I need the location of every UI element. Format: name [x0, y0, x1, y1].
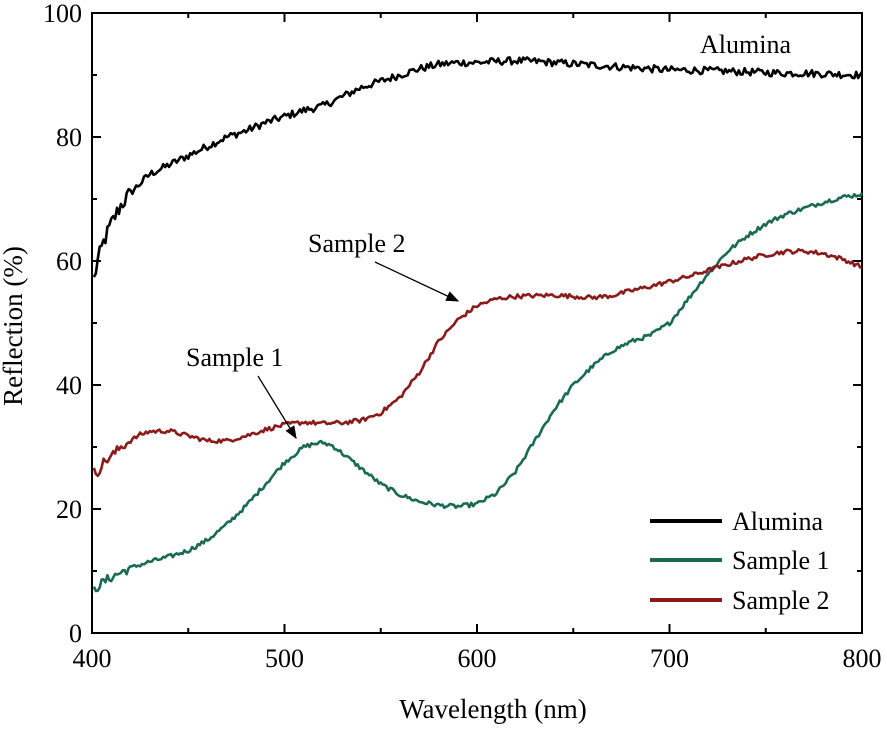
x-tick-label: 500: [265, 644, 304, 673]
annotation-alumina: Alumina: [700, 30, 791, 59]
x-axis-title: Wavelength (nm): [399, 694, 587, 724]
y-tick-label: 60: [56, 247, 82, 276]
x-tick-label: 600: [458, 644, 497, 673]
y-tick-label: 40: [56, 371, 82, 400]
annotation-sample-1: Sample 1: [186, 343, 284, 372]
y-axis-title: Reflection (%): [0, 246, 28, 406]
x-tick-label: 400: [73, 644, 112, 673]
y-tick-label: 100: [43, 0, 82, 28]
series-line-alumina: [92, 56, 864, 278]
y-tick-labels: 0 20 40 60 80 100: [43, 0, 82, 648]
legend: Alumina Sample 1 Sample 2: [650, 507, 830, 615]
series-group: [92, 56, 864, 593]
y-tick-label: 0: [69, 619, 82, 648]
x-tick-labels: 400 500 600 700 800: [73, 644, 882, 673]
legend-label-sample-1: Sample 1: [732, 546, 830, 575]
y-tick-label: 20: [56, 495, 82, 524]
series-line-sample-1: [92, 192, 864, 593]
legend-label-sample-2: Sample 2: [732, 586, 830, 615]
legend-label-alumina: Alumina: [732, 507, 823, 536]
y-tick-label: 80: [56, 123, 82, 152]
annotation-sample-2: Sample 2: [308, 229, 406, 258]
x-tick-label: 700: [650, 644, 689, 673]
arrow-sample-1: [257, 375, 297, 440]
x-tick-label: 800: [843, 644, 882, 673]
series-line-sample-2: [92, 248, 863, 478]
arrow-sample-2: [374, 261, 460, 302]
